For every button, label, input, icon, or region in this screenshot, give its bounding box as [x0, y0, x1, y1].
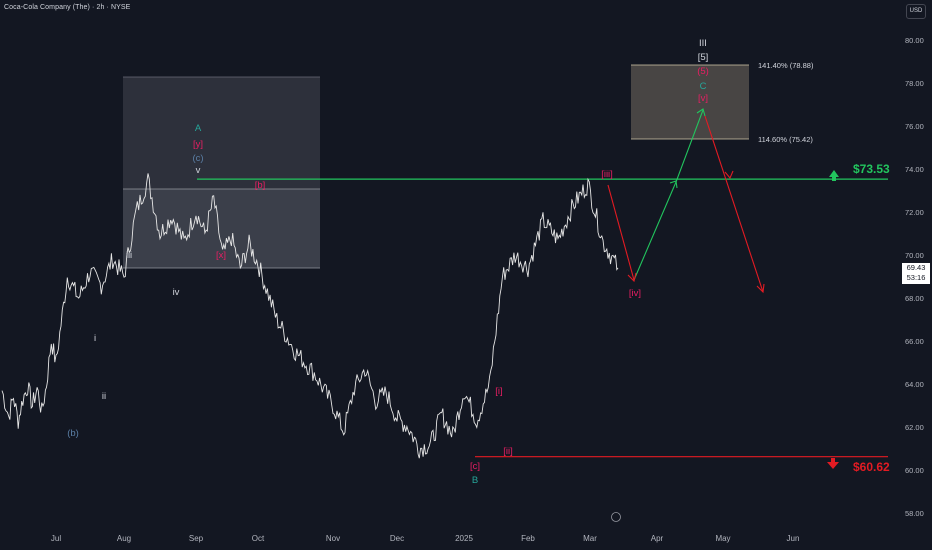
wave-label-iii: iii — [126, 250, 132, 261]
y-tick-label: 62.00 — [905, 423, 924, 432]
y-tick-label: 80.00 — [905, 36, 924, 45]
x-tick-label: Mar — [583, 534, 597, 543]
x-tick-label: Feb — [521, 534, 535, 543]
y-tick-label: 74.00 — [905, 165, 924, 174]
projection-arrowhead-5 — [724, 170, 734, 180]
y-tick-label: 58.00 — [905, 509, 924, 518]
resistance-level-label: $73.53 — [853, 162, 890, 176]
x-tick-label: May — [715, 534, 730, 543]
x-tick-label: Oct — [252, 534, 265, 543]
projection-arrowhead-2 — [669, 180, 678, 189]
x-tick-label: Jun — [787, 534, 800, 543]
up-arrow-icon — [829, 170, 839, 181]
bar-countdown: 53:16 — [906, 273, 926, 282]
x-tick-label: Sep — [189, 534, 204, 543]
last-price-badge: 69.43 53:16 — [902, 263, 930, 284]
wave-label-b-bracket: [b] — [255, 180, 266, 191]
wave-label-b-paren: (b) — [67, 428, 79, 439]
wave-label-c-bracket: [c] — [470, 461, 480, 472]
projection-green-up-1 — [633, 181, 677, 281]
wave-label-i-bracket: [i] — [495, 386, 502, 397]
y-tick-label: 70.00 — [905, 251, 924, 260]
projection-red-down-2 — [704, 115, 764, 293]
wave-label-c-paren: (c) — [192, 153, 203, 164]
x-tick-label: Aug — [117, 534, 131, 543]
projection-red-down-1 — [607, 184, 635, 281]
wave-label-5-bracket: [5] — [698, 52, 709, 63]
projection-arrowhead-1 — [627, 272, 637, 283]
wave-label-B: B — [472, 475, 478, 486]
wave-label-ii: ii — [102, 391, 106, 402]
wave-label-A: A — [195, 123, 202, 134]
y-tick-label: 64.00 — [905, 380, 924, 389]
x-tick-label: Nov — [326, 534, 340, 543]
down-arrow-icon — [827, 458, 839, 469]
wave-label-III: III — [699, 38, 707, 49]
y-tick-label: 78.00 — [905, 79, 924, 88]
y-tick-label: 60.00 — [905, 466, 924, 475]
chart-header-title: Coca-Cola Company (The) · 2h · NYSE — [4, 4, 131, 11]
y-tick-label: 68.00 — [905, 294, 924, 303]
support-level-label: $60.62 — [853, 460, 890, 474]
wave-label-C: C — [700, 81, 707, 92]
fib-extension-top-label: 141.40% (78.88) — [758, 61, 814, 70]
projection-green-up-2 — [675, 109, 704, 183]
wave-label-v-bracket: [v] — [698, 93, 708, 104]
x-tick-label: 2025 — [455, 534, 473, 543]
projection-arrowhead-4 — [756, 283, 765, 294]
x-tick-label: Apr — [651, 534, 664, 543]
last-price-value: 69.43 — [906, 263, 926, 272]
correction-zone-lower — [123, 189, 320, 268]
wave-label-iv-bracket: [iv] — [629, 288, 641, 299]
projection-arrowhead-3 — [696, 108, 706, 117]
fib-target-zone — [631, 65, 749, 139]
wave-label-i: i — [94, 333, 96, 344]
wave-label-iii-bracket: [iii] — [601, 169, 613, 180]
x-tick-label: Jul — [51, 534, 61, 543]
currency-label[interactable]: USD — [906, 4, 926, 19]
x-tick-label: Dec — [390, 534, 404, 543]
y-tick-label: 66.00 — [905, 337, 924, 346]
wave-label-x-bracket: [x] — [216, 250, 226, 261]
fib-extension-bottom-label: 114.60% (75.42) — [758, 135, 813, 144]
y-tick-label: 76.00 — [905, 122, 924, 131]
wave-label-y-bracket: [y] — [193, 139, 203, 150]
wave-label-v: v — [196, 165, 201, 176]
wave-label-ii-bracket: [ii] — [503, 446, 513, 457]
wave-label-iv: iv — [173, 287, 180, 298]
price-series-line — [1, 173, 619, 459]
replay-icon — [611, 512, 621, 522]
y-tick-label: 72.00 — [905, 208, 924, 217]
wave-label-5-paren: (5) — [697, 66, 709, 77]
correction-zone-upper — [123, 77, 320, 189]
